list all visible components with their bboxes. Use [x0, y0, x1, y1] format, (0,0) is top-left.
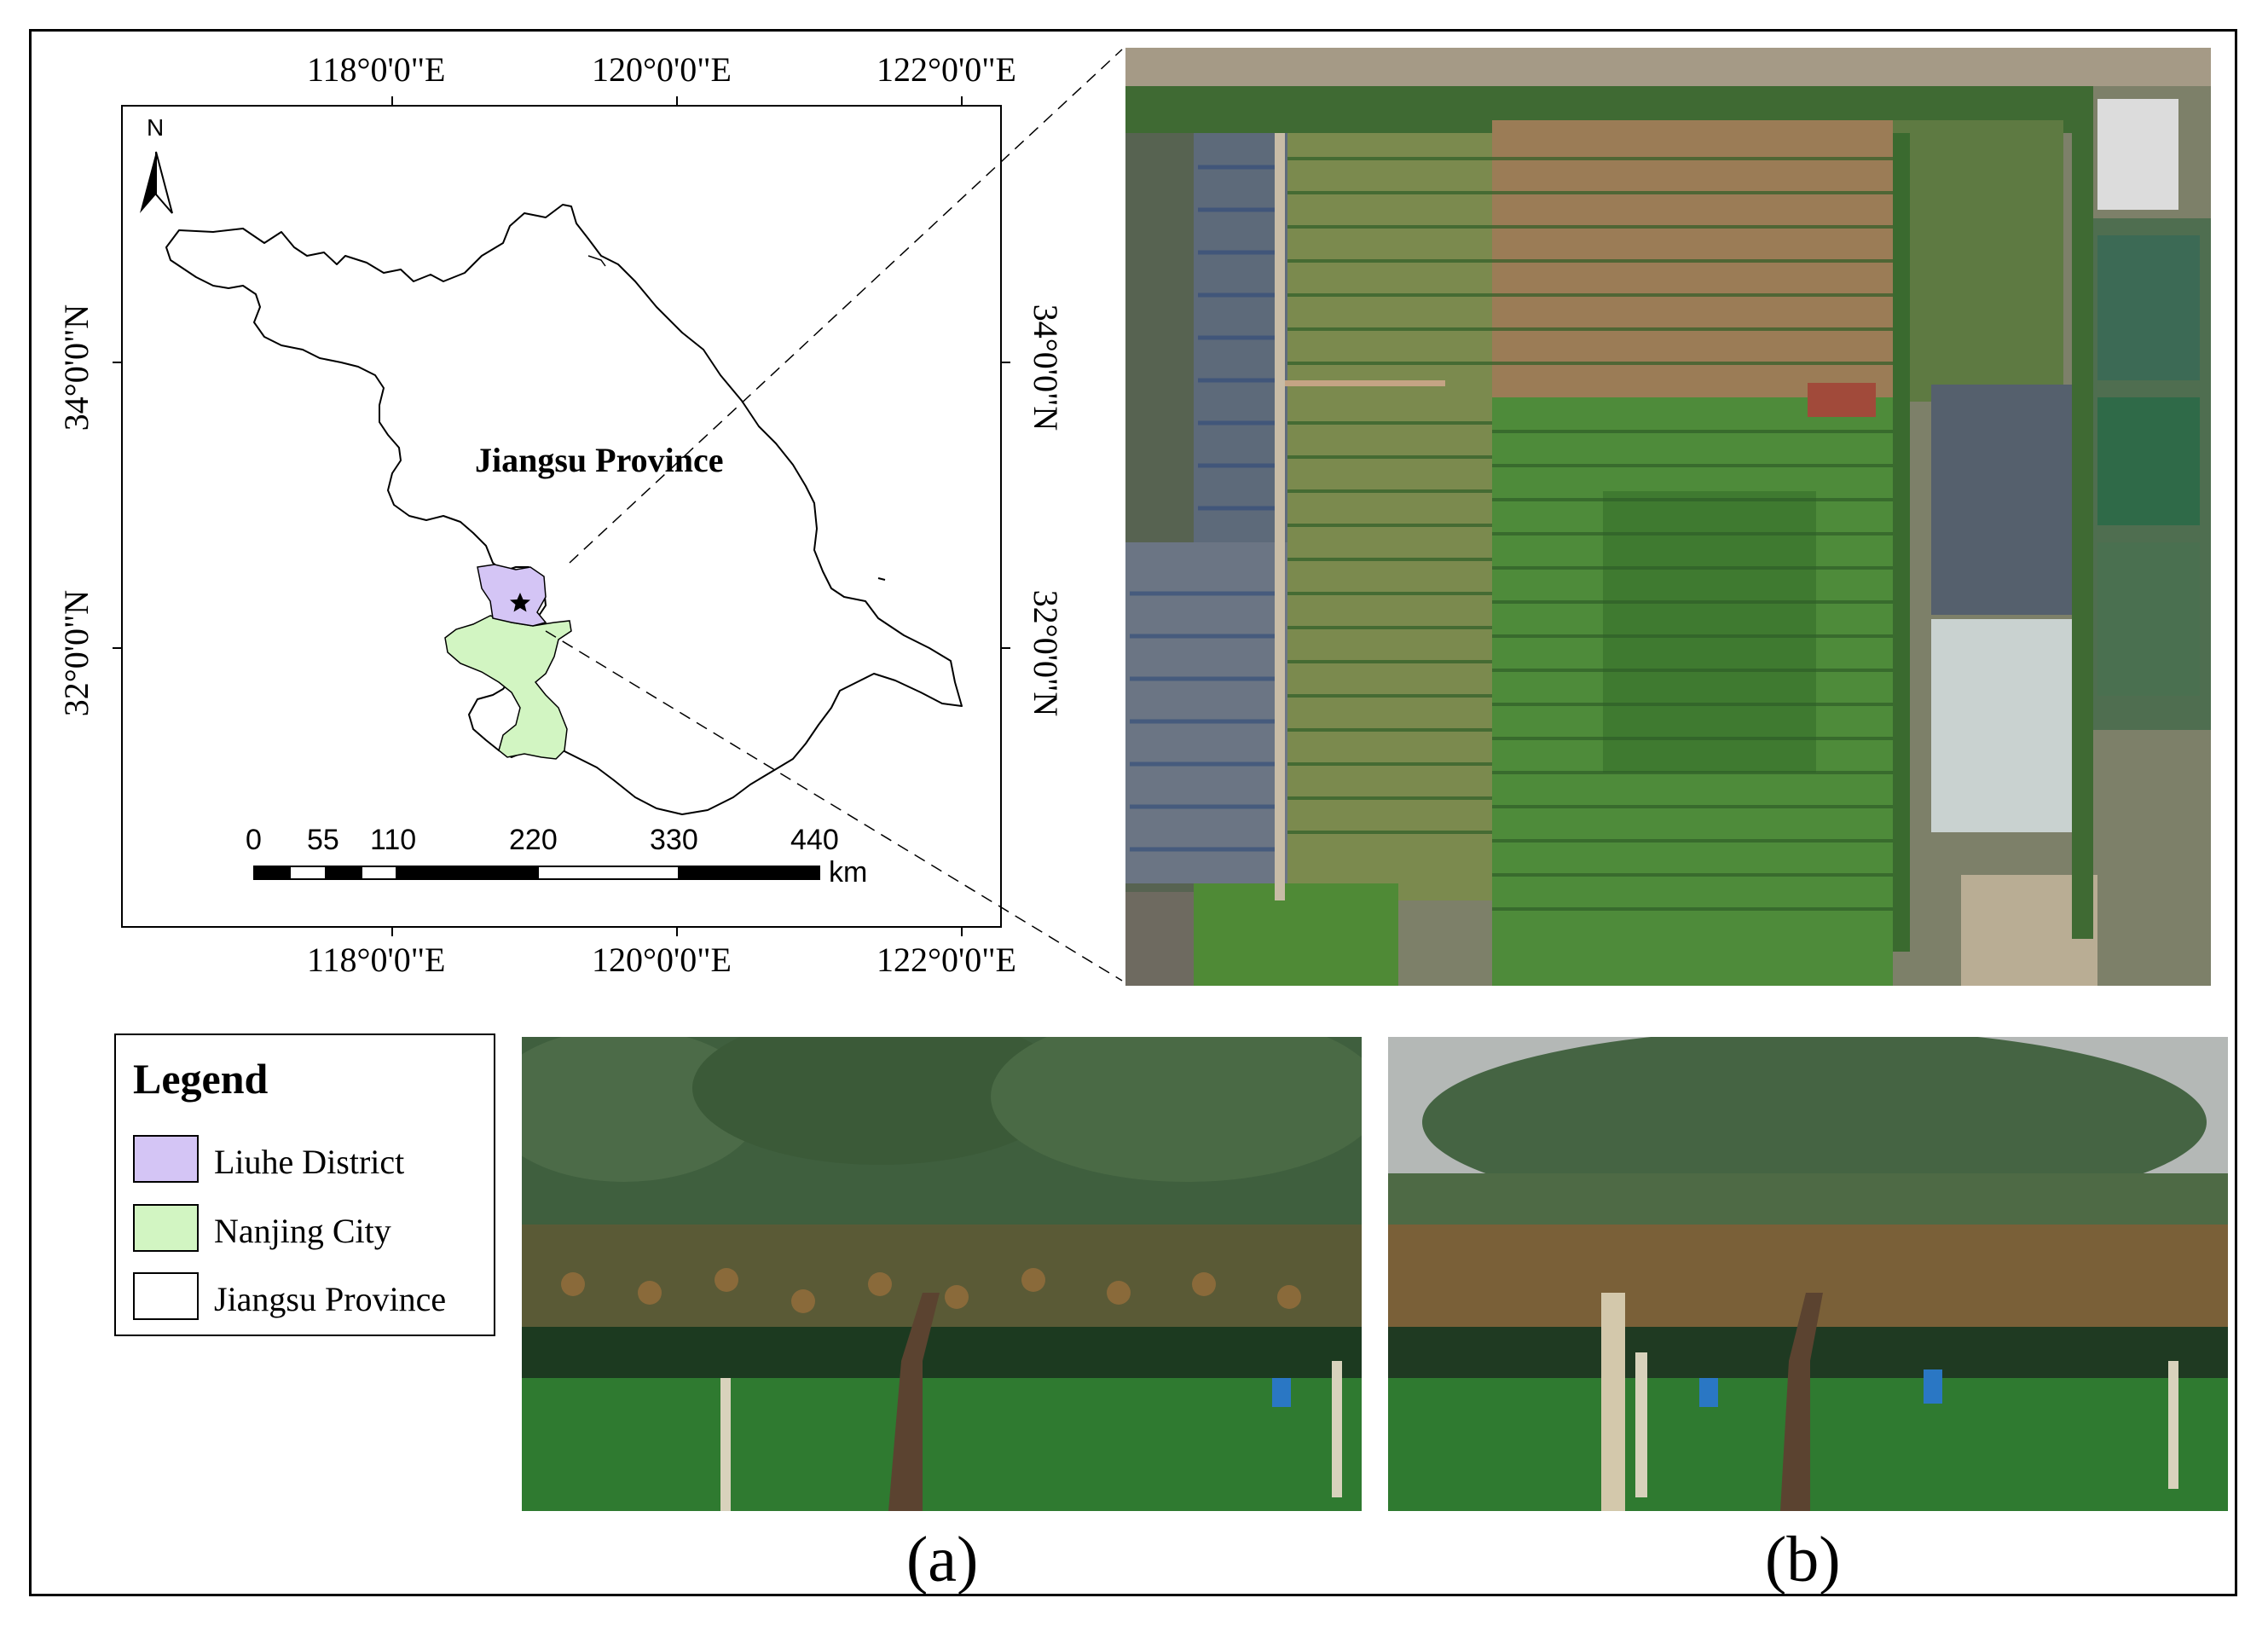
scale-unit: km — [829, 856, 868, 889]
province-label: Jiangsu Province — [475, 441, 724, 479]
liuhe-district — [477, 564, 547, 627]
nanjing-city — [444, 615, 572, 760]
jiangsu-outline — [165, 204, 963, 815]
legend-label-nanjing: Nanjing City — [214, 1212, 391, 1250]
bottom-tick-120: 120°0'0"E — [592, 941, 732, 979]
caption-b: (b) — [1765, 1524, 1841, 1595]
legend-title: Legend — [133, 1055, 269, 1103]
legend-label-jiangsu: Jiangsu Province — [214, 1280, 447, 1318]
legend-label-liuhe: Liuhe District — [214, 1143, 405, 1181]
scale-label-330: 330 — [650, 824, 698, 856]
north-arrow — [140, 151, 173, 214]
jiangsu-swatch — [133, 1272, 199, 1320]
aerial-orchard-image — [1125, 48, 2211, 986]
caption-a: (a) — [906, 1524, 979, 1595]
figure-frame — [29, 29, 2237, 1596]
scale-label-55: 55 — [307, 824, 339, 856]
bottom-tick-118: 118°0'0"E — [307, 941, 446, 979]
north-label: N — [147, 114, 165, 141]
frame-ticks — [113, 96, 1010, 936]
legend: Legend Liuhe District Nanjing City Jiang… — [114, 1034, 495, 1336]
top-tick-118: 118°0'0"E — [307, 50, 446, 89]
top-tick-122: 122°0'0"E — [877, 50, 1016, 89]
bottom-tick-122: 122°0'0"E — [877, 941, 1016, 979]
scale-label-110: 110 — [370, 824, 417, 856]
map-frame — [121, 105, 1002, 928]
kiwifruit-photo-a — [522, 1037, 1362, 1511]
liuhe-swatch — [133, 1135, 199, 1183]
scale-label-440: 440 — [790, 824, 839, 856]
study-site-marker — [510, 593, 530, 612]
top-tick-120: 120°0'0"E — [592, 50, 732, 89]
kiwifruit-photo-b — [1388, 1037, 2228, 1511]
scale-label-0: 0 — [246, 824, 262, 856]
nanjing-swatch — [133, 1204, 199, 1252]
scale-bar — [253, 866, 820, 880]
scale-label-220: 220 — [509, 824, 558, 856]
